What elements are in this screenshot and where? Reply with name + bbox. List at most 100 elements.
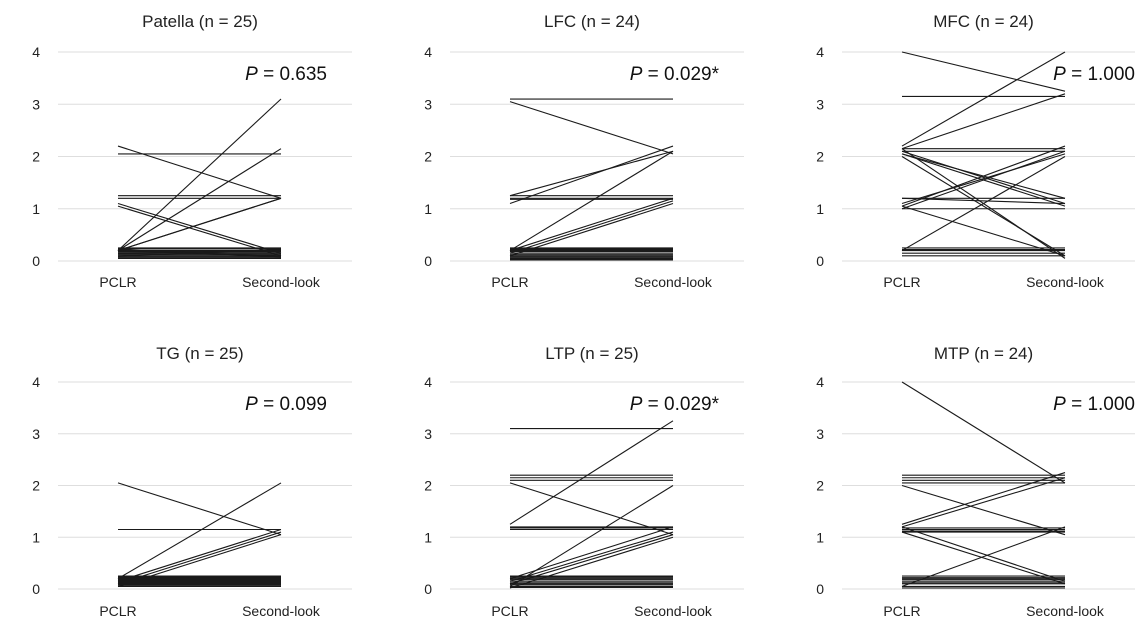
y-tick-label: 2 <box>32 149 40 165</box>
chart-panel-3: 0 1 2 3 4 MFC (n = 24) PCLR Second-look P = 1.00… <box>816 12 1135 290</box>
p-value-annotation: P = 0.029* <box>630 394 720 415</box>
y-tick-label: 2 <box>424 478 432 494</box>
series-line-10 <box>509 531 674 582</box>
panel-title: LTP (n = 25) <box>545 344 638 363</box>
series-line-25 <box>117 248 282 257</box>
y-tick-label: 2 <box>816 149 824 165</box>
y-tick-label: 2 <box>32 478 40 494</box>
y-tick-label: 4 <box>816 374 824 390</box>
chart-panel-2: 0 1 2 3 4 LFC (n = 24) PCLR Second-look P = 0.02… <box>424 12 744 290</box>
series-line-9 <box>117 202 282 254</box>
series-line-2 <box>117 148 282 252</box>
series-line-5 <box>117 145 282 199</box>
series-line-1 <box>117 482 282 536</box>
series-line-8 <box>509 150 674 252</box>
x-category-label: PCLR <box>883 603 920 619</box>
series-line-1 <box>901 381 1066 484</box>
series-line-14 <box>901 153 1066 205</box>
chart-panel-4: 0 1 2 3 4 TG (n = 25) PCLR Second-look P = 0.099 <box>32 344 352 619</box>
y-tick-label: 0 <box>816 581 824 597</box>
p-value-annotation: P = 1.000 <box>1053 64 1135 85</box>
y-tick-label: 1 <box>32 529 40 545</box>
panel-title: MFC (n = 24) <box>933 12 1034 31</box>
y-tick-label: 4 <box>32 374 40 390</box>
series-line-9 <box>901 526 1066 582</box>
series-line-5 <box>509 482 674 536</box>
p-value-annotation: P = 0.099 <box>245 394 327 415</box>
x-category-label: PCLR <box>99 603 136 619</box>
p-value-annotation: P = 0.029* <box>630 64 720 85</box>
p-value-annotation: P = 0.635 <box>245 64 327 85</box>
y-tick-label: 3 <box>424 426 432 442</box>
y-tick-label: 4 <box>816 44 824 60</box>
y-tick-label: 3 <box>32 96 40 112</box>
y-tick-label: 0 <box>816 253 824 269</box>
y-tick-label: 0 <box>32 253 40 269</box>
y-tick-label: 1 <box>424 201 432 217</box>
y-tick-label: 0 <box>424 253 432 269</box>
panel-title: MTP (n = 24) <box>934 344 1033 363</box>
x-category-label: Second-look <box>1026 274 1105 290</box>
panel-title: LFC (n = 24) <box>544 12 640 31</box>
panel-title: Patella (n = 25) <box>142 12 258 31</box>
y-tick-label: 1 <box>816 201 824 217</box>
panel-title: TG (n = 25) <box>156 344 243 363</box>
series-line-4 <box>901 93 1066 150</box>
y-tick-label: 0 <box>32 581 40 597</box>
series-line-13 <box>509 536 674 589</box>
x-category-label: Second-look <box>242 603 321 619</box>
series-line-10 <box>509 200 674 254</box>
series-line-22 <box>901 153 1066 199</box>
chart-panel-6: 0 1 2 3 4 MTP (n = 24) PCLR Second-look P = 1.00… <box>816 344 1135 619</box>
y-tick-label: 3 <box>424 96 432 112</box>
series-line-4 <box>509 145 674 205</box>
series-line-13 <box>901 150 1066 210</box>
series-line-10 <box>901 156 1066 257</box>
series-line-1 <box>901 51 1066 92</box>
series-line-7 <box>901 150 1066 205</box>
x-category-label: Second-look <box>634 603 713 619</box>
series-line-10 <box>901 531 1066 585</box>
series-line-4 <box>117 197 282 252</box>
p-value-annotation: P = 1.000 <box>1053 394 1135 415</box>
y-tick-label: 4 <box>32 44 40 60</box>
series-line-4 <box>117 528 282 582</box>
series-line-3 <box>509 150 674 197</box>
x-category-label: Second-look <box>1026 603 1105 619</box>
series-line-12 <box>509 485 674 587</box>
x-category-label: PCLR <box>491 603 528 619</box>
x-category-label: Second-look <box>242 274 321 290</box>
y-tick-label: 1 <box>32 201 40 217</box>
y-tick-label: 0 <box>424 581 432 597</box>
series-line-21 <box>901 205 1066 257</box>
series-line-3 <box>901 51 1066 147</box>
x-category-label: PCLR <box>491 274 528 290</box>
y-tick-label: 3 <box>816 426 824 442</box>
y-tick-label: 2 <box>424 149 432 165</box>
series-line-11 <box>509 203 674 257</box>
x-category-label: PCLR <box>99 274 136 290</box>
series-line-7 <box>901 477 1066 528</box>
x-category-label: Second-look <box>634 274 713 290</box>
y-tick-label: 4 <box>424 374 432 390</box>
series-line-6 <box>901 472 1066 525</box>
series-line-3 <box>117 482 282 580</box>
series-line-16 <box>901 156 1066 252</box>
series-line-6 <box>509 420 674 525</box>
y-tick-label: 4 <box>424 44 432 60</box>
series-line-2 <box>509 101 674 155</box>
series-line-1 <box>117 98 282 251</box>
series-line-15 <box>901 197 1066 205</box>
series-line-5 <box>117 531 282 585</box>
chart-panel-5: 0 1 2 3 4 LTP (n = 25) PCLR Second-look P = 0.02… <box>424 344 744 619</box>
y-tick-label: 1 <box>424 529 432 545</box>
y-tick-label: 1 <box>816 529 824 545</box>
series-line-9 <box>509 197 674 252</box>
y-tick-label: 3 <box>816 96 824 112</box>
y-tick-label: 3 <box>32 426 40 442</box>
chart-panel-1: 0 1 2 3 4 Patella (n = 25) PCLR Second-look P = … <box>32 12 352 290</box>
x-category-label: PCLR <box>883 274 920 290</box>
y-tick-label: 2 <box>816 478 824 494</box>
series-line-5 <box>901 484 1066 536</box>
